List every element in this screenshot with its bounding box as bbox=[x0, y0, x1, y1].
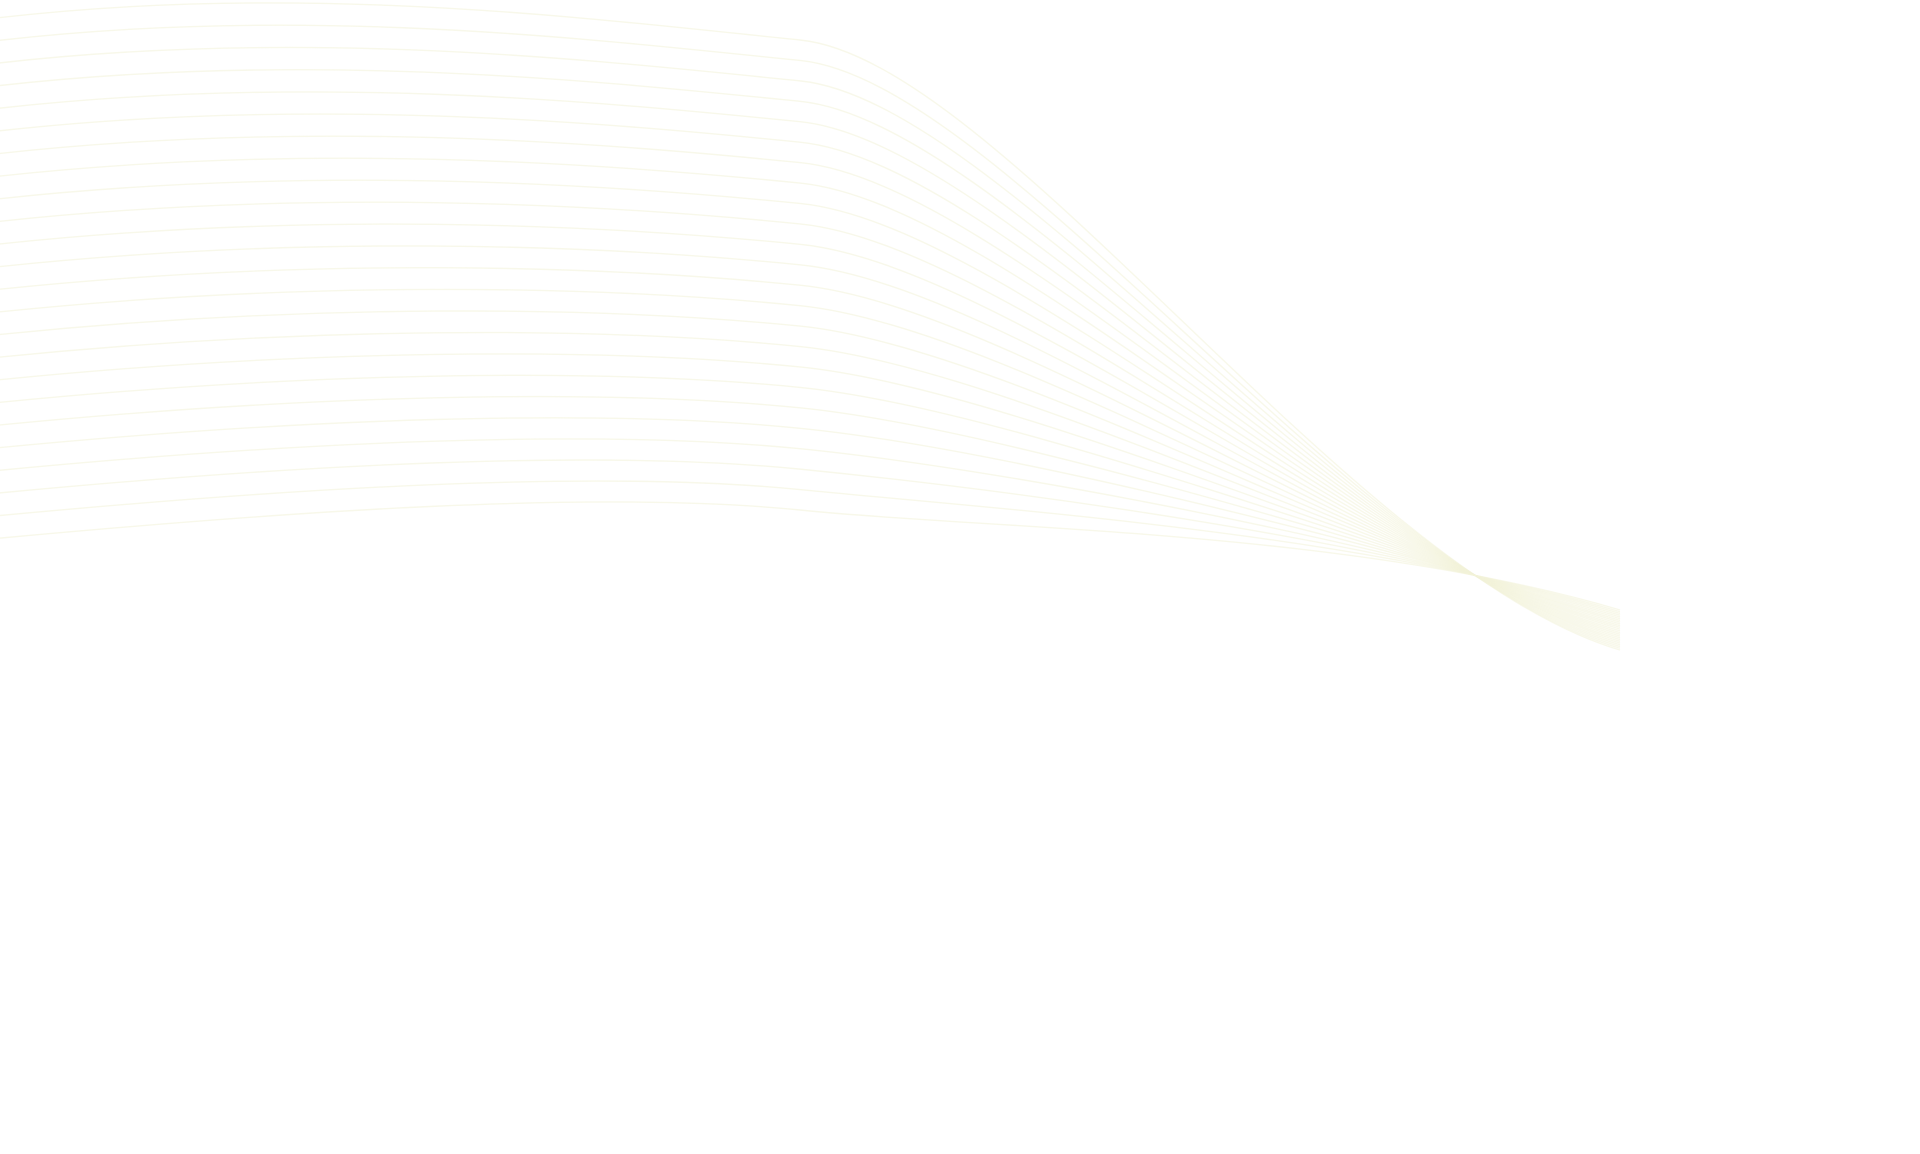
wave-line bbox=[0, 374, 1621, 622]
wave-line bbox=[0, 2, 1621, 651]
wave-line bbox=[0, 310, 1621, 627]
wave-line bbox=[0, 267, 1621, 630]
wave-line bbox=[0, 179, 1621, 637]
wave-line bbox=[0, 113, 1621, 642]
wave-line bbox=[0, 438, 1621, 616]
wave-line bbox=[0, 223, 1621, 634]
wave-line bbox=[0, 135, 1621, 641]
wave-line bbox=[0, 480, 1621, 613]
wave-line bbox=[0, 331, 1621, 625]
wave-line bbox=[0, 288, 1621, 629]
wave-line bbox=[0, 24, 1621, 649]
wave-line bbox=[0, 91, 1621, 644]
wave-line bbox=[0, 353, 1621, 623]
wave-line bbox=[0, 157, 1621, 639]
wave-line bbox=[0, 201, 1621, 636]
wave-line bbox=[0, 501, 1621, 611]
wave-line bbox=[0, 395, 1621, 620]
wave-line bbox=[0, 459, 1621, 615]
wave-line bbox=[0, 245, 1621, 632]
wave-line bbox=[0, 68, 1621, 646]
wave-decoration bbox=[0, 2, 1621, 651]
wave-line bbox=[0, 417, 1621, 618]
wave-line bbox=[0, 46, 1621, 648]
